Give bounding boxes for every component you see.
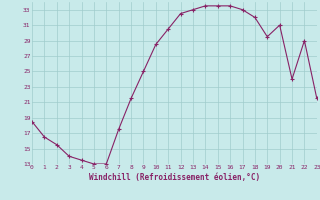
- X-axis label: Windchill (Refroidissement éolien,°C): Windchill (Refroidissement éolien,°C): [89, 173, 260, 182]
